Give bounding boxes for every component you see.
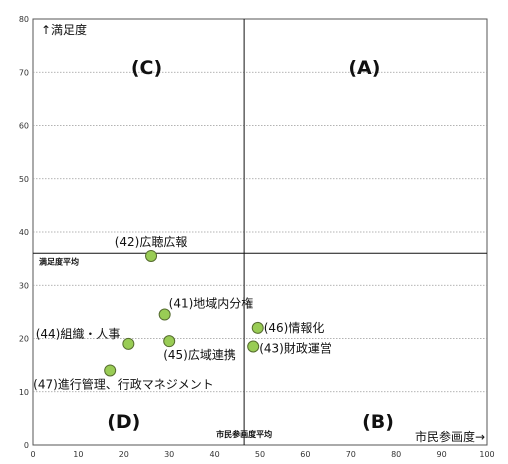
x-tick-label: 60 — [300, 450, 310, 459]
quadrant-label: (A) — [348, 57, 380, 79]
grid-lines — [33, 71, 487, 393]
avg-y-label: 満足度平均 — [39, 256, 79, 266]
x-tick-label: 40 — [210, 450, 220, 459]
x-axis-label: 市民参画度→ — [415, 429, 485, 444]
y-tick-label: 40 — [19, 228, 29, 237]
tick-labels: 0 10 20 30 40 50 60 70 80 0 10 20 30 40 50 60 70 80 90 100 — [19, 15, 495, 459]
y-tick-label: 50 — [19, 175, 29, 184]
y-tick-label: 0 — [24, 441, 29, 450]
point-labels: (42)広聴広報 (41)地域内分権 (44)組織・人事 (45)広域連携 (46)情報… — [33, 235, 332, 391]
point-label: (45)広域連携 — [163, 347, 236, 362]
data-point — [247, 340, 260, 353]
quadrant-label: (D) — [107, 411, 140, 433]
x-tick-label: 100 — [479, 450, 494, 459]
data-point — [104, 364, 117, 377]
x-tick-label: 80 — [391, 450, 401, 459]
y-tick-label: 10 — [19, 388, 29, 397]
point-label: (43)財政運営 — [259, 340, 332, 355]
quadrant-label: (C) — [131, 57, 162, 79]
average-lines — [33, 19, 487, 445]
x-tick-label: 70 — [346, 450, 356, 459]
y-tick-label: 80 — [19, 15, 29, 24]
point-label: (47)進行管理、行政マネジメント — [33, 376, 214, 391]
y-axis-label: ↑満足度 — [41, 22, 87, 37]
x-tick-label: 10 — [73, 450, 83, 459]
y-tick-label: 60 — [19, 122, 29, 131]
data-points — [104, 249, 264, 377]
point-label: (42)広聴広報 — [115, 235, 188, 249]
y-tick-label: 30 — [19, 281, 29, 290]
data-point — [163, 335, 176, 348]
x-tick-label: 20 — [119, 450, 129, 459]
data-point — [251, 321, 264, 334]
quadrant-label: (B) — [362, 411, 394, 433]
x-tick-label: 50 — [255, 450, 265, 459]
x-tick-label: 0 — [30, 450, 35, 459]
y-tick-label: 20 — [19, 335, 29, 344]
x-tick-label: 90 — [437, 450, 447, 459]
point-label: (44)組織・人事 — [36, 327, 121, 341]
point-label: (46)情報化 — [264, 321, 325, 335]
avg-x-label: 市民参画度平均 — [216, 429, 272, 439]
point-label: (41)地域内分権 — [169, 296, 254, 311]
x-tick-label: 30 — [164, 450, 174, 459]
y-tick-label: 70 — [19, 68, 29, 77]
data-point — [145, 249, 158, 262]
data-point — [122, 337, 135, 350]
quadrant-labels: (A) (B) (C) (D) — [107, 57, 394, 433]
data-point — [158, 308, 171, 321]
